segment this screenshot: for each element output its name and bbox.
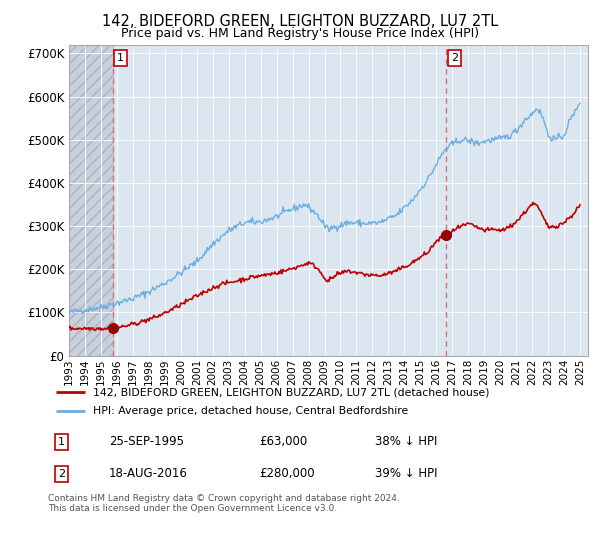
- Text: 142, BIDEFORD GREEN, LEIGHTON BUZZARD, LU7 2TL (detached house): 142, BIDEFORD GREEN, LEIGHTON BUZZARD, L…: [93, 387, 490, 397]
- Text: 1: 1: [58, 437, 65, 447]
- Text: £280,000: £280,000: [259, 468, 315, 480]
- Text: 25-SEP-1995: 25-SEP-1995: [109, 435, 184, 448]
- Text: 2: 2: [451, 53, 458, 63]
- Text: 2: 2: [58, 469, 65, 479]
- Bar: [69, 45, 113, 356]
- Text: 142, BIDEFORD GREEN, LEIGHTON BUZZARD, LU7 2TL: 142, BIDEFORD GREEN, LEIGHTON BUZZARD, L…: [102, 14, 498, 29]
- Text: 18-AUG-2016: 18-AUG-2016: [109, 468, 188, 480]
- Text: Price paid vs. HM Land Registry's House Price Index (HPI): Price paid vs. HM Land Registry's House …: [121, 27, 479, 40]
- Text: 39% ↓ HPI: 39% ↓ HPI: [376, 468, 438, 480]
- Text: Contains HM Land Registry data © Crown copyright and database right 2024.
This d: Contains HM Land Registry data © Crown c…: [48, 494, 400, 514]
- Text: HPI: Average price, detached house, Central Bedfordshire: HPI: Average price, detached house, Cent…: [93, 407, 408, 417]
- Text: £63,000: £63,000: [259, 435, 307, 448]
- Text: 38% ↓ HPI: 38% ↓ HPI: [376, 435, 438, 448]
- Text: 1: 1: [117, 53, 124, 63]
